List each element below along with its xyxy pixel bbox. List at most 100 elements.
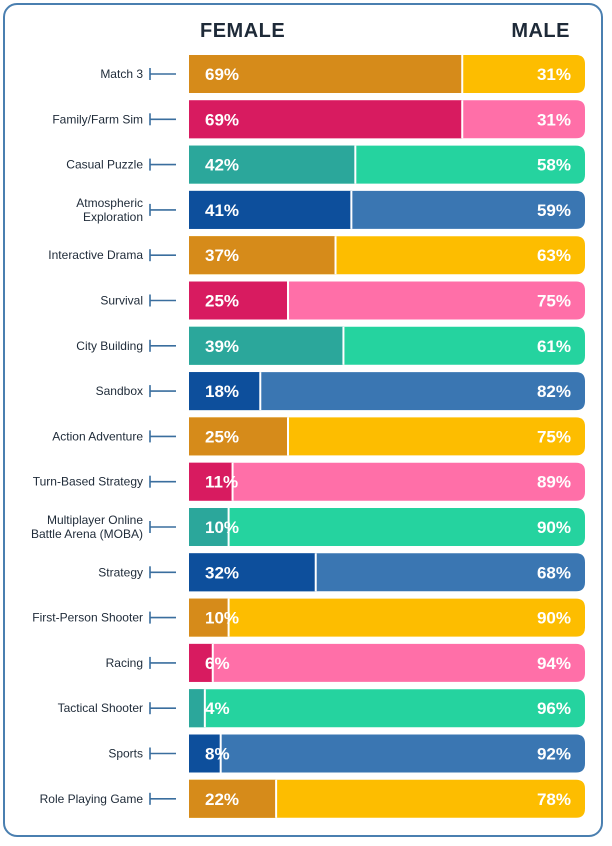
female-bar xyxy=(189,689,205,728)
male-value-label: 61% xyxy=(537,337,571,356)
female-value-label: 4% xyxy=(205,699,230,718)
female-value-label: 25% xyxy=(205,427,239,446)
bar-row: Strategy 32% 68% xyxy=(98,553,585,592)
bar-row: Interactive Drama 37% 63% xyxy=(48,236,585,275)
female-bar xyxy=(189,508,229,546)
category-label: Interactive Drama xyxy=(48,248,143,262)
bar-row: Sports 8% 92% xyxy=(108,734,585,773)
category-label-line: First-Person Shooter xyxy=(32,611,143,625)
female-bar xyxy=(189,598,229,637)
female-value-label: 10% xyxy=(205,609,239,628)
female-value-label: 32% xyxy=(205,563,239,582)
female-bar xyxy=(189,55,463,93)
category-label: Sports xyxy=(108,747,143,761)
category-label: Role Playing Game xyxy=(40,792,144,806)
male-value-label: 63% xyxy=(537,246,571,265)
category-label: Tactical Shooter xyxy=(58,701,143,715)
female-bar xyxy=(189,417,288,456)
female-bar xyxy=(189,281,288,320)
female-bar xyxy=(189,643,213,682)
bar-row: Sandbox 18% 82% xyxy=(96,372,585,411)
category-label: Multiplayer Online Battle Arena (MOBA) xyxy=(31,513,143,541)
male-value-label: 89% xyxy=(537,473,571,492)
female-bar xyxy=(189,145,356,184)
category-label-line: Multiplayer Online xyxy=(47,513,143,527)
category-label: City Building xyxy=(76,339,143,353)
female-bar xyxy=(189,190,352,229)
female-value-label: 37% xyxy=(205,246,239,265)
category-label-line: Casual Puzzle xyxy=(66,158,143,172)
male-value-label: 31% xyxy=(537,65,571,84)
bar-row: Casual Puzzle 42% 58% xyxy=(66,145,585,184)
category-label-line: City Building xyxy=(76,339,143,353)
male-value-label: 59% xyxy=(537,201,571,220)
category-label: Atmospheric Exploration xyxy=(76,196,143,224)
male-bar xyxy=(189,462,585,501)
female-value-label: 39% xyxy=(205,337,239,356)
bar-row: City Building 39% 61% xyxy=(76,326,585,365)
male-header: MALE xyxy=(511,20,570,42)
category-label: First-Person Shooter xyxy=(32,611,143,625)
category-label-line: Role Playing Game xyxy=(40,792,144,806)
bar-row: Multiplayer Online Battle Arena (MOBA) 10%… xyxy=(31,508,585,546)
category-label: Strategy xyxy=(98,565,143,579)
bar-row: Match 3 69% 31% xyxy=(100,55,585,93)
male-bar xyxy=(189,508,585,546)
female-bar xyxy=(189,372,261,411)
male-value-label: 31% xyxy=(537,110,571,129)
category-label: Action Adventure xyxy=(52,429,143,443)
category-label-line: Atmospheric xyxy=(76,196,143,210)
bar-row: Action Adventure 25% 75% xyxy=(52,417,585,456)
female-value-label: 10% xyxy=(205,518,239,537)
category-label: Casual Puzzle xyxy=(66,158,143,172)
female-value-label: 18% xyxy=(205,382,239,401)
bar-rows: Match 3 69% 31% Family/Farm Sim 69% 31% Casual… xyxy=(31,55,585,818)
male-bar xyxy=(189,734,585,773)
female-bar xyxy=(189,326,344,365)
female-bar xyxy=(189,100,463,139)
female-value-label: 25% xyxy=(205,292,239,311)
category-label-line: Sandbox xyxy=(96,384,143,398)
bar-row: Turn-Based Strategy 11% 89% xyxy=(33,462,585,501)
female-value-label: 69% xyxy=(205,65,239,84)
female-value-label: 42% xyxy=(205,156,239,175)
male-bar xyxy=(189,689,585,728)
category-label: Survival xyxy=(100,294,143,308)
female-bar xyxy=(189,553,316,592)
male-bar xyxy=(189,372,585,411)
category-label: Sandbox xyxy=(96,384,143,398)
male-value-label: 90% xyxy=(537,518,571,537)
male-bar xyxy=(189,643,585,682)
female-value-label: 8% xyxy=(205,745,230,764)
category-label-line: Sports xyxy=(108,747,143,761)
female-bar xyxy=(189,236,336,275)
female-bar xyxy=(189,779,277,818)
male-value-label: 92% xyxy=(537,745,571,764)
male-value-label: 82% xyxy=(537,382,571,401)
category-label-line: Interactive Drama xyxy=(48,248,143,262)
female-value-label: 22% xyxy=(205,790,239,809)
category-label-line: Turn-Based Strategy xyxy=(33,475,143,489)
category-label: Match 3 xyxy=(100,67,143,81)
category-label-line: Tactical Shooter xyxy=(58,701,143,715)
female-value-label: 41% xyxy=(205,201,239,220)
bar-row: First-Person Shooter 10% 90% xyxy=(32,598,585,637)
category-label-line: Strategy xyxy=(98,565,143,579)
male-value-label: 75% xyxy=(537,427,571,446)
male-value-label: 94% xyxy=(537,654,571,673)
category-label: Turn-Based Strategy xyxy=(33,475,143,489)
category-label-line: Match 3 xyxy=(100,67,143,81)
category-label: Family/Farm Sim xyxy=(52,112,143,126)
male-bar xyxy=(189,598,585,637)
female-value-label: 69% xyxy=(205,110,239,129)
bar-row: Family/Farm Sim 69% 31% xyxy=(52,100,585,139)
category-label-line: Racing xyxy=(106,656,143,670)
bar-row: Survival 25% 75% xyxy=(100,281,585,320)
female-value-label: 11% xyxy=(205,473,238,492)
bar-row: Tactical Shooter 4% 96% xyxy=(58,689,585,728)
male-value-label: 90% xyxy=(537,609,571,628)
male-value-label: 58% xyxy=(537,156,571,175)
male-value-label: 75% xyxy=(537,292,571,311)
female-bar xyxy=(189,462,233,501)
